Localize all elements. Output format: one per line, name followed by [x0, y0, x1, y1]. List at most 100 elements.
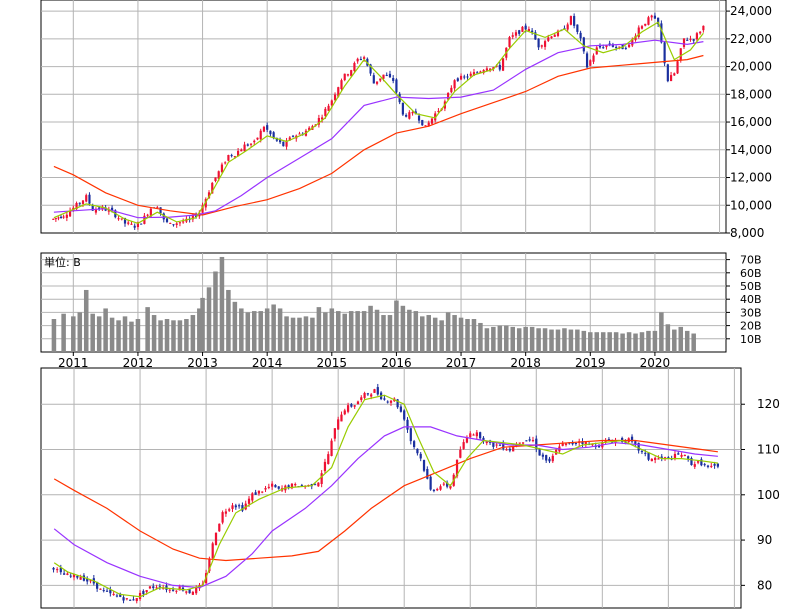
- candle-body: [363, 57, 366, 59]
- volume-bar: [116, 320, 121, 352]
- volume-bar: [251, 311, 257, 352]
- candle-body: [191, 591, 195, 595]
- candle-body: [576, 24, 579, 32]
- volume-bar: [190, 315, 196, 352]
- y-tick-label: 10B: [740, 333, 762, 346]
- candle-body: [214, 532, 218, 546]
- candle-body: [482, 69, 485, 73]
- volume-bar: [232, 301, 238, 352]
- ma-long-line: [53, 439, 718, 562]
- candle-body: [140, 223, 143, 225]
- candle-body: [447, 92, 450, 100]
- candle-body: [68, 210, 72, 217]
- candle-body: [208, 559, 211, 572]
- candle-body: [182, 221, 185, 223]
- volume-bar: [575, 329, 580, 352]
- x-tick-label: 2013: [187, 356, 218, 370]
- candle-body: [101, 206, 104, 210]
- candle-body: [396, 399, 399, 408]
- candle-body: [288, 137, 291, 141]
- y-tick-label: 30B: [740, 306, 762, 319]
- volume-bar: [504, 325, 509, 352]
- candle-body: [492, 67, 495, 70]
- volume-bar: [516, 328, 522, 352]
- volume-bar: [316, 307, 322, 352]
- candle-body: [353, 405, 356, 407]
- candle-body: [556, 30, 560, 36]
- candle-body: [282, 141, 285, 147]
- candle-body: [201, 205, 204, 213]
- candle-body: [518, 442, 521, 444]
- candle-body: [710, 465, 713, 467]
- candle-body: [634, 35, 637, 41]
- candle-body: [333, 94, 337, 101]
- candle-body: [429, 476, 432, 490]
- candle-body: [653, 15, 657, 19]
- candle-body: [414, 111, 417, 115]
- candle-body: [262, 126, 266, 132]
- candle-body: [466, 76, 469, 78]
- candle-body: [127, 222, 130, 224]
- candle-body: [52, 218, 55, 220]
- candle-body: [234, 505, 237, 508]
- volume-bar: [158, 320, 163, 352]
- candle-body: [241, 505, 244, 511]
- candle-body: [535, 438, 538, 449]
- candle-body: [528, 439, 531, 441]
- volume-bar: [258, 311, 263, 352]
- candle-body: [386, 401, 389, 403]
- candle-body: [527, 29, 530, 32]
- volume-bar: [277, 308, 283, 352]
- candle-body: [569, 16, 572, 25]
- candle-body: [430, 118, 434, 124]
- candle-body: [456, 78, 459, 81]
- candle-body: [142, 590, 145, 595]
- volume-bar: [400, 305, 406, 352]
- plot-frame: [40, 367, 742, 609]
- candle-body: [294, 483, 297, 486]
- volume-bar: [549, 329, 554, 352]
- candle-body: [218, 523, 221, 532]
- candle-body: [690, 458, 693, 466]
- ma-mid-line: [53, 426, 718, 589]
- ma-short-line: [53, 394, 718, 598]
- candle-body: [545, 455, 548, 461]
- candle-body: [132, 599, 135, 601]
- candle-body: [247, 498, 251, 504]
- candle-body: [261, 491, 264, 493]
- candle-body: [340, 414, 343, 422]
- volume-bar: [458, 317, 464, 352]
- candle-body: [476, 72, 479, 74]
- candle-body: [172, 224, 175, 226]
- candle-body: [125, 598, 128, 600]
- candle-body: [561, 443, 564, 446]
- volume-bar: [568, 329, 574, 352]
- x-tick-label: 2016: [381, 356, 412, 370]
- candle-body: [630, 436, 634, 442]
- candle-body: [571, 442, 574, 445]
- candle-body: [102, 590, 105, 592]
- candle-body: [450, 87, 453, 93]
- candle-body: [327, 454, 330, 464]
- volume-bar: [239, 308, 244, 352]
- candle-body: [469, 73, 472, 76]
- candle-body: [591, 444, 594, 446]
- candle-body: [692, 39, 695, 41]
- volume-bar: [90, 313, 95, 352]
- candle-body: [693, 464, 696, 467]
- candle-body: [86, 578, 89, 582]
- volume-bar: [96, 316, 102, 352]
- candle-body: [217, 171, 220, 179]
- candle-body: [146, 214, 149, 216]
- volume-bar: [497, 325, 503, 352]
- candle-body: [330, 440, 333, 456]
- candle-body: [330, 100, 333, 106]
- y-tick-label: 12,000: [730, 171, 772, 185]
- candle-body: [498, 64, 501, 70]
- volume-bar: [529, 326, 535, 352]
- candle-body: [437, 110, 440, 112]
- volume-bar: [145, 307, 150, 352]
- candle-body: [81, 200, 85, 204]
- candle-body: [462, 442, 465, 449]
- candle-body: [363, 392, 366, 398]
